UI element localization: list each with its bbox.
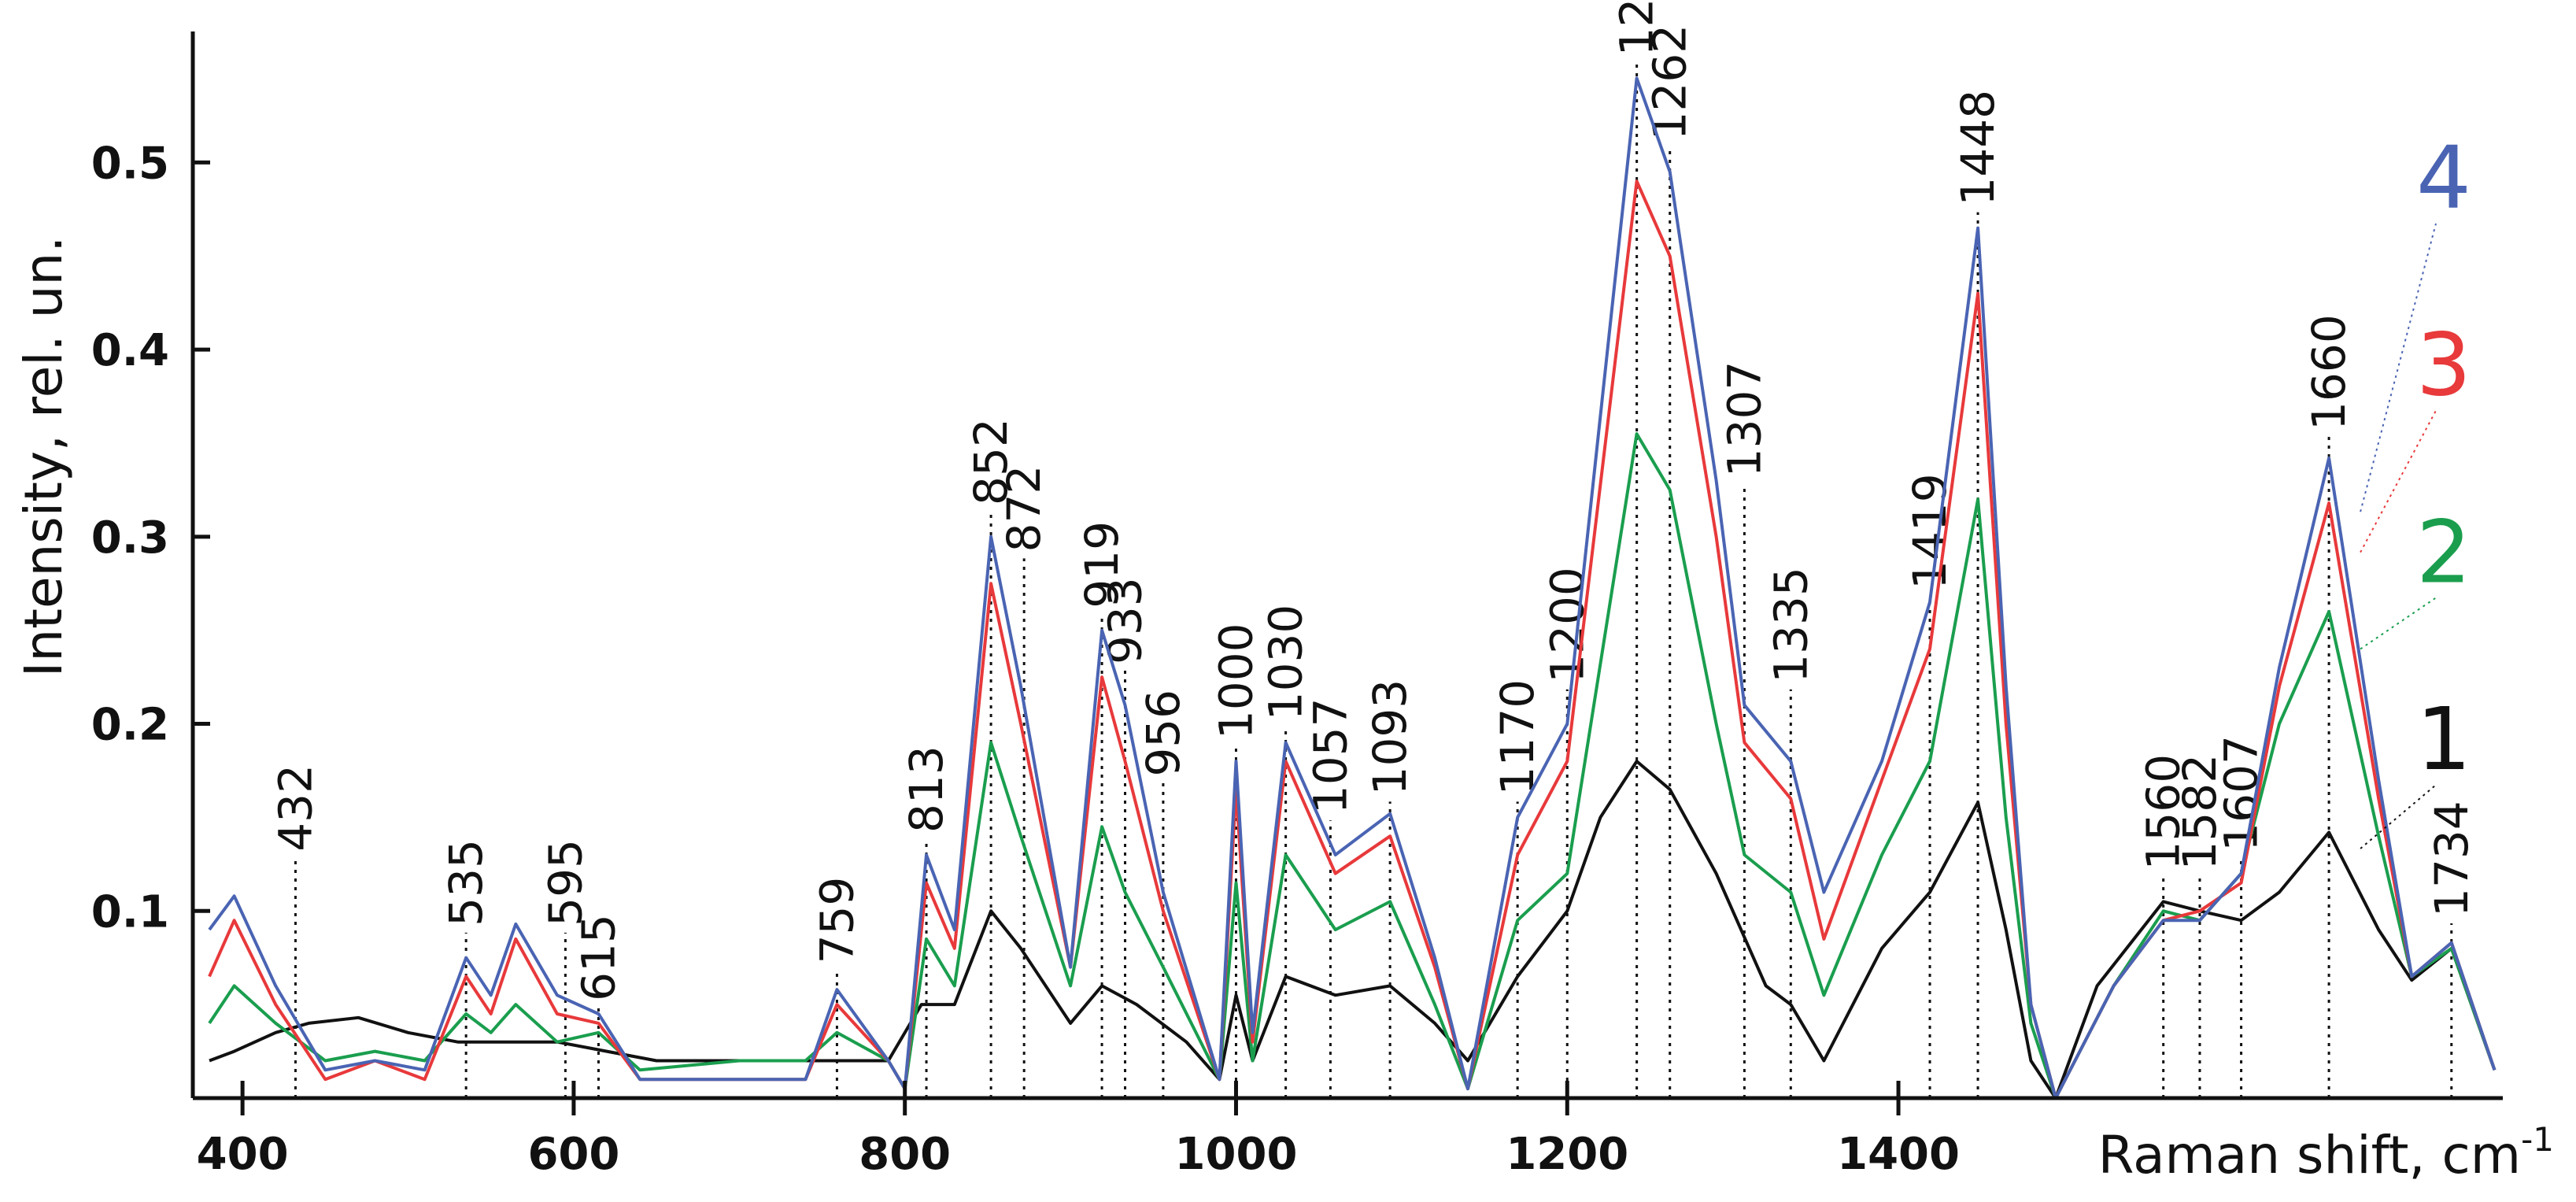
y-tick-label: 0.2 (91, 700, 169, 751)
peak-label: 813 (900, 745, 953, 833)
peak-label: 919 (1075, 521, 1129, 608)
y-tick-label: 0.4 (91, 325, 169, 376)
peak-label: 432 (268, 764, 322, 852)
peak-label: 1419 (1903, 473, 1957, 590)
peak-label: 852 (964, 418, 1018, 505)
legend-label-1: 1 (2416, 689, 2471, 790)
x-axis-title: Raman shift, cm-1 (2098, 1120, 2554, 1185)
legend-leader-3 (2360, 410, 2437, 553)
x-tick-label: 600 (527, 1129, 619, 1180)
y-tick-label: 0.1 (91, 886, 169, 938)
series-line-1 (209, 760, 2497, 1100)
x-tick-label: 1400 (1837, 1129, 1960, 1180)
y-axis-title: Intensity, rel. un. (13, 236, 74, 677)
x-tick-label: 400 (197, 1129, 289, 1180)
peak-label: 759 (810, 877, 863, 964)
peak-label: 595 (538, 839, 592, 926)
x-axis-title-superscript: -1 (2521, 1120, 2554, 1159)
peak-label: 1307 (1717, 361, 1771, 478)
legend: 1 2 3 4 (2360, 128, 2471, 849)
peak-label: 1200 (1540, 567, 1594, 683)
peak-label: 1560 (2137, 754, 2190, 871)
peak-label: 1093 (1363, 679, 1417, 796)
peak-label: 1582 (2173, 754, 2227, 871)
y-tick-label: 0.5 (91, 138, 169, 189)
peak-label: 956 (1136, 690, 1190, 777)
series-group (208, 76, 2497, 1100)
peak-label: 1057 (1303, 698, 1357, 815)
peak-label: 1000 (1209, 623, 1262, 739)
legend-label-4: 4 (2416, 128, 2471, 228)
x-tick-label: 1000 (1175, 1129, 1298, 1180)
x-tick-label: 800 (859, 1129, 951, 1180)
peak-label: 872 (997, 465, 1051, 553)
peak-label: 535 (439, 839, 493, 926)
peak-label: 933 (1099, 577, 1152, 664)
legend-leader-2 (2360, 597, 2437, 650)
peak-label: 1242 (1610, 0, 1664, 56)
peak-label: 1448 (1951, 90, 2005, 206)
peak-label: 1660 (2302, 314, 2356, 431)
peak-label: 615 (571, 914, 625, 1001)
series-line-3 (208, 179, 2497, 1100)
series-line-4 (208, 76, 2497, 1100)
legend-label-3: 3 (2416, 315, 2471, 416)
peak-label: 1335 (1764, 567, 1817, 683)
peak-label: 1734 (2425, 801, 2478, 917)
x-axis-title-text: Raman shift, cm (2098, 1125, 2521, 1185)
peak-label: 1030 (1259, 605, 1313, 721)
y-tick-label: 0.3 (91, 512, 169, 564)
peak-label: 1170 (1491, 679, 1544, 796)
ticks: 400 600 800 1000 1200 1400 0.1 0.2 0.3 0.4 0.5 (91, 138, 1960, 1180)
legend-leader-1 (2360, 784, 2437, 849)
legend-label-2: 2 (2416, 501, 2471, 602)
axes (190, 31, 2503, 1100)
x-tick-label: 1200 (1506, 1129, 1628, 1180)
